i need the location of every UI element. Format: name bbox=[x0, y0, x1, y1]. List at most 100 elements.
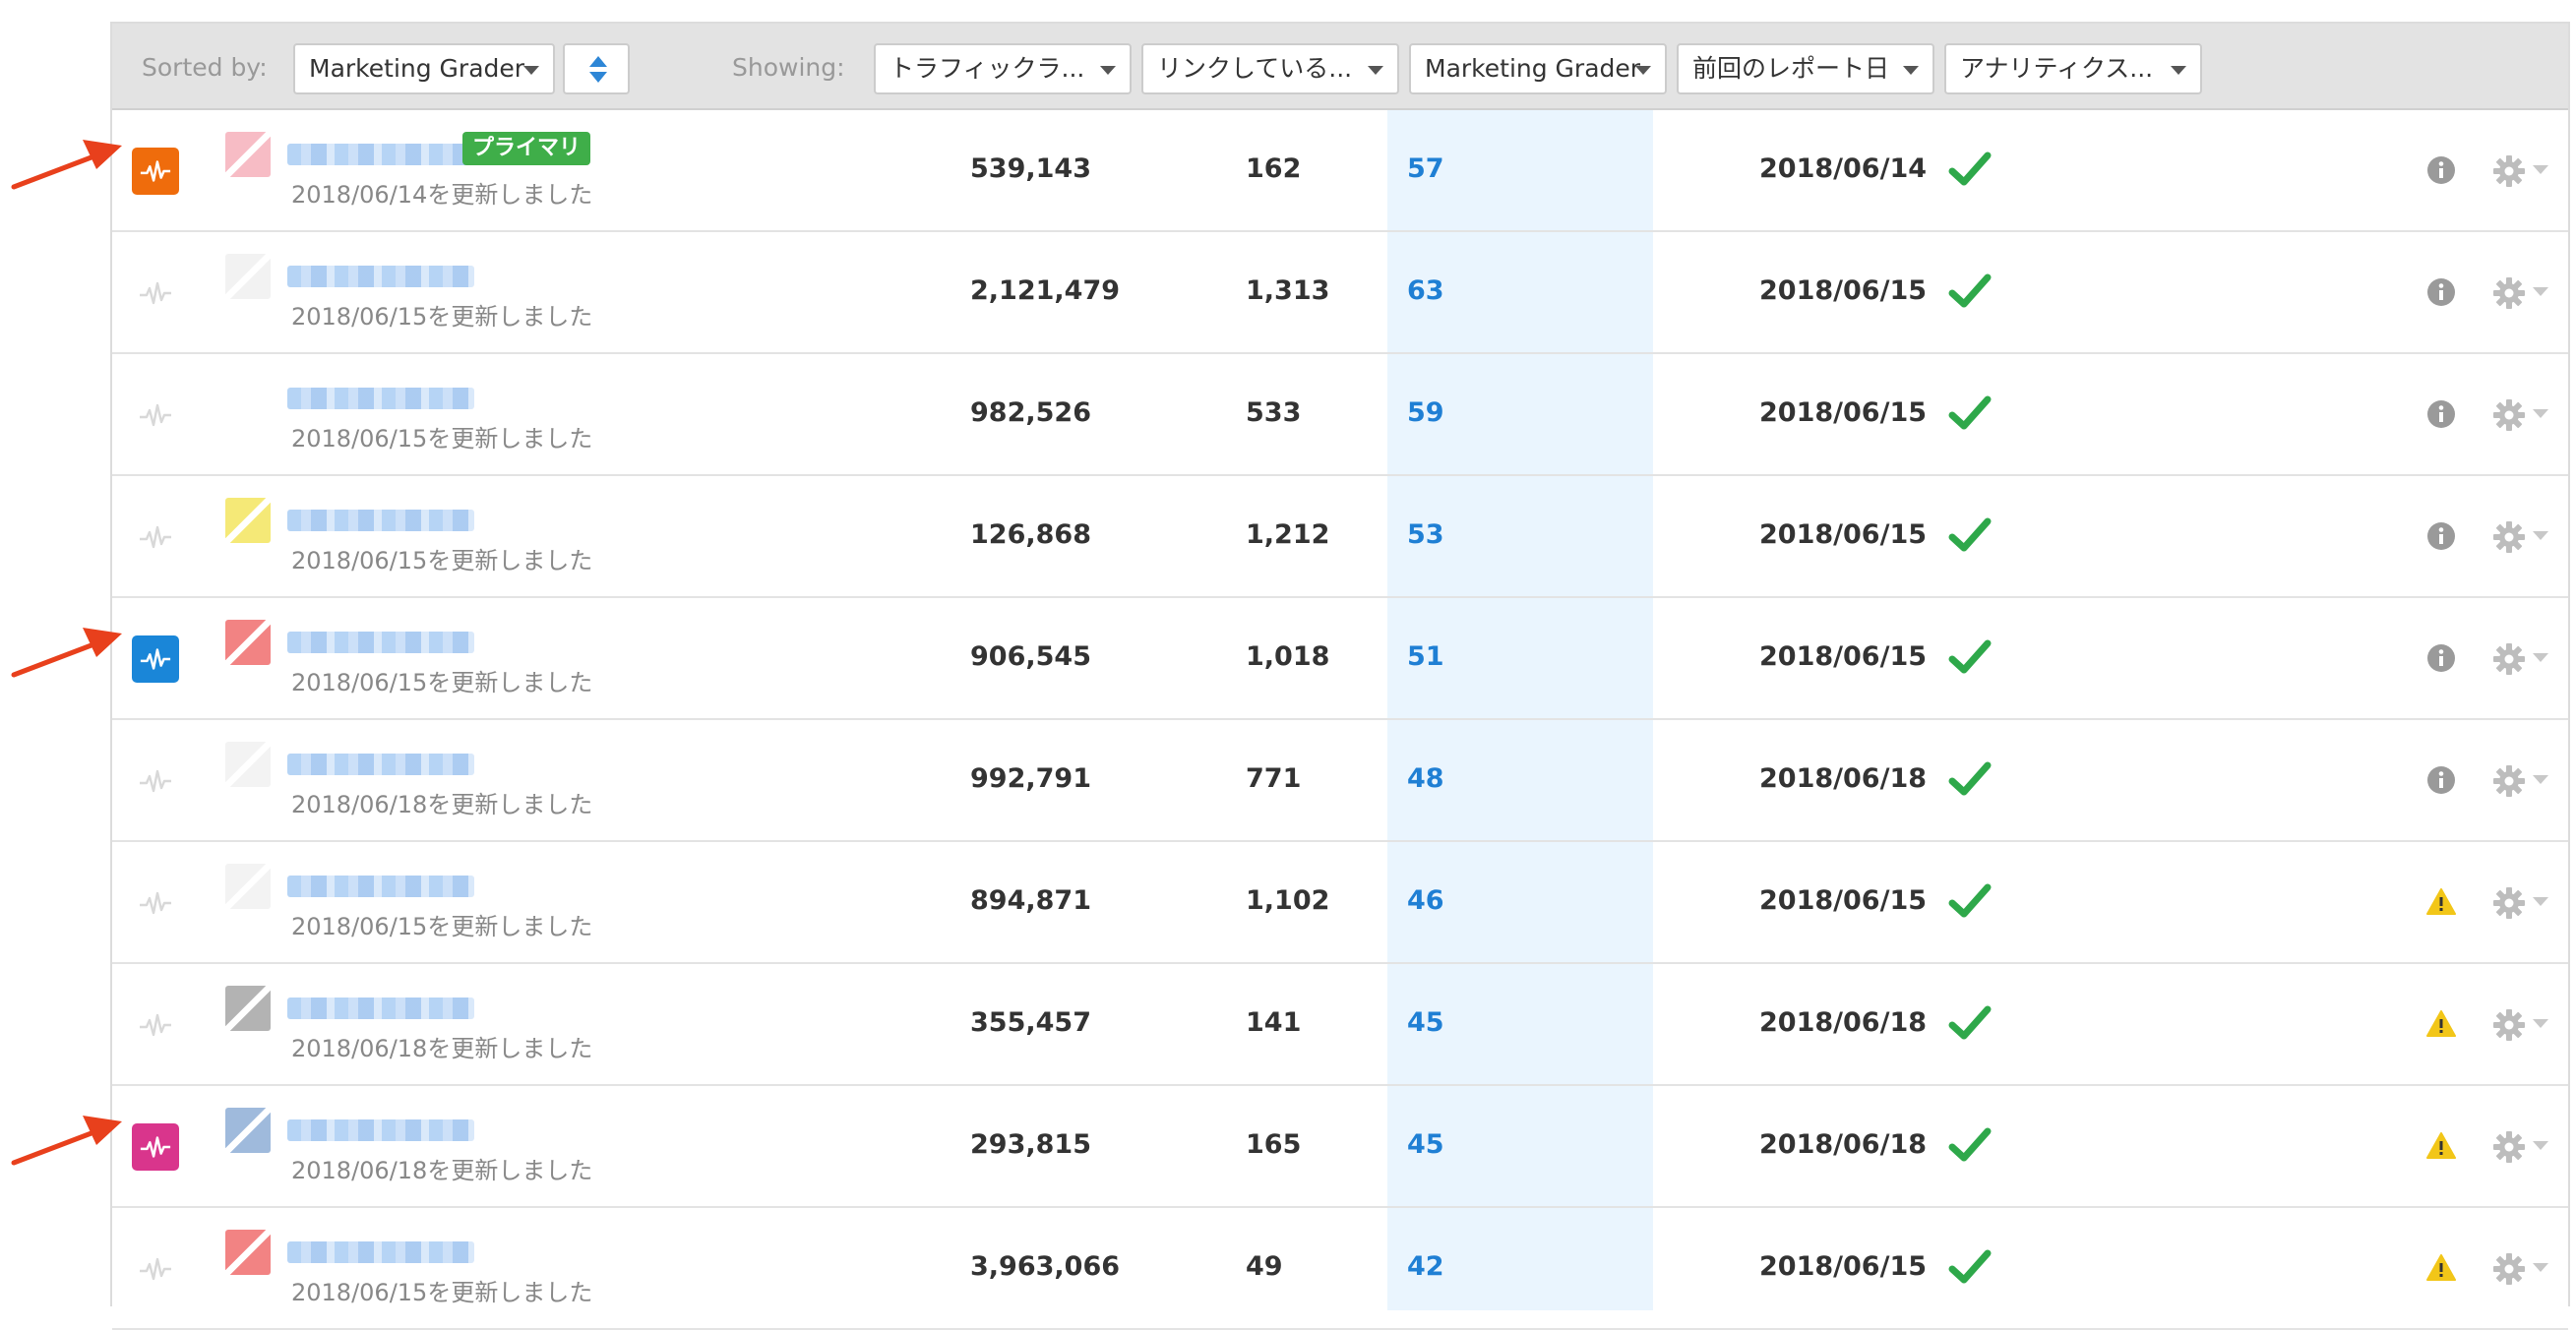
pulse-icon[interactable] bbox=[138, 765, 173, 797]
links-value: 1,102 bbox=[1246, 885, 1330, 916]
traffic-value: 894,871 bbox=[970, 885, 1091, 916]
info-icon[interactable] bbox=[2426, 155, 2456, 185]
grader-score-link[interactable]: 48 bbox=[1407, 763, 1444, 794]
chevron-down-icon[interactable] bbox=[2533, 897, 2548, 906]
report-date-value: 2018/06/15 bbox=[1759, 397, 1928, 428]
pulse-icon[interactable] bbox=[138, 887, 173, 919]
site-name-link[interactable] bbox=[287, 1241, 474, 1263]
gear-icon[interactable] bbox=[2493, 277, 2525, 309]
grader-score-link[interactable]: 51 bbox=[1407, 641, 1444, 672]
grader-score-link[interactable]: 57 bbox=[1407, 153, 1444, 184]
table-row[interactable]: プライマリ 2018/06/14を更新しました 539,143 162 57 2018/0… bbox=[112, 110, 2568, 232]
grader-score-link[interactable]: 42 bbox=[1407, 1251, 1444, 1282]
grader-score-link[interactable]: 59 bbox=[1407, 397, 1444, 428]
column-select-analytics[interactable]: アナリティクス... bbox=[1944, 43, 2202, 94]
gear-icon[interactable] bbox=[2493, 1009, 2525, 1041]
column-select-traffic[interactable]: トラフィックラ... bbox=[874, 43, 1132, 94]
pulse-icon[interactable] bbox=[138, 1009, 173, 1041]
table-row[interactable]: 2018/06/18を更新しました 293,815 165 45 2018/06/18 bbox=[112, 1086, 2568, 1208]
check-icon bbox=[1948, 1249, 1992, 1284]
site-favicon bbox=[225, 742, 271, 787]
table-row[interactable]: 2018/06/15を更新しました 126,868 1,212 53 2018/06/1… bbox=[112, 476, 2568, 598]
sort-down-icon bbox=[589, 72, 607, 83]
table-row[interactable]: 2018/06/15を更新しました 982,526 533 59 2018/06/15 bbox=[112, 354, 2568, 476]
updated-text: 2018/06/18を更新しました bbox=[291, 1157, 593, 1184]
grader-score-link[interactable]: 46 bbox=[1407, 885, 1444, 916]
chevron-down-icon[interactable] bbox=[2533, 409, 2548, 418]
check-icon bbox=[1948, 639, 1992, 674]
check-icon bbox=[1948, 395, 1992, 430]
pulse-icon[interactable] bbox=[138, 521, 173, 553]
site-name-link[interactable] bbox=[287, 1119, 474, 1141]
site-name-link[interactable] bbox=[287, 388, 474, 409]
grader-score-link[interactable]: 53 bbox=[1407, 519, 1444, 550]
warning-icon[interactable] bbox=[2426, 1131, 2456, 1161]
sort-select-value: Marketing Grader bbox=[309, 54, 525, 83]
column-select-report-date[interactable]: 前回のレポート日 bbox=[1677, 43, 1934, 94]
table-row[interactable]: 2018/06/15を更新しました 2,121,479 1,313 63 2018/06… bbox=[112, 232, 2568, 354]
traffic-value: 3,963,066 bbox=[970, 1251, 1121, 1282]
site-name-link[interactable] bbox=[287, 632, 474, 653]
chevron-down-icon[interactable] bbox=[2533, 1019, 2548, 1028]
site-name-link[interactable] bbox=[287, 998, 474, 1019]
site-favicon bbox=[225, 132, 271, 177]
sort-up-icon bbox=[589, 56, 607, 67]
column-select-grader[interactable]: Marketing Grader bbox=[1409, 43, 1667, 94]
updated-text: 2018/06/14を更新しました bbox=[291, 181, 593, 209]
info-icon[interactable] bbox=[2426, 765, 2456, 795]
site-name-link[interactable] bbox=[287, 510, 474, 531]
gear-icon[interactable] bbox=[2493, 1131, 2525, 1163]
chevron-down-icon[interactable] bbox=[2533, 531, 2548, 540]
updated-text: 2018/06/18を更新しました bbox=[291, 1035, 593, 1062]
warning-icon[interactable] bbox=[2426, 887, 2456, 917]
gear-icon[interactable] bbox=[2493, 1253, 2525, 1285]
gear-icon[interactable] bbox=[2493, 887, 2525, 919]
info-icon[interactable] bbox=[2426, 643, 2456, 673]
check-icon bbox=[1948, 1005, 1992, 1040]
chevron-down-icon[interactable] bbox=[2533, 287, 2548, 296]
table-row[interactable]: 2018/06/15を更新しました 906,545 1,018 51 2018/06/1… bbox=[112, 598, 2568, 720]
table-row[interactable]: 2018/06/15を更新しました 3,963,066 49 42 2018/06/15 bbox=[112, 1208, 2568, 1330]
check-icon bbox=[1948, 883, 1992, 918]
chevron-down-icon[interactable] bbox=[2533, 653, 2548, 662]
info-icon[interactable] bbox=[2426, 277, 2456, 307]
grader-score-link[interactable]: 45 bbox=[1407, 1007, 1444, 1038]
info-icon[interactable] bbox=[2426, 521, 2456, 551]
pulse-badge-icon[interactable] bbox=[132, 635, 179, 683]
site-name-link[interactable] bbox=[287, 754, 474, 775]
links-value: 49 bbox=[1246, 1251, 1283, 1282]
report-date-value: 2018/06/15 bbox=[1759, 1251, 1928, 1282]
sort-select[interactable]: Marketing Grader bbox=[293, 43, 555, 94]
table-row[interactable]: 2018/06/18を更新しました 992,791 771 48 2018/06/18 bbox=[112, 720, 2568, 842]
gear-icon[interactable] bbox=[2493, 643, 2525, 675]
warning-icon[interactable] bbox=[2426, 1009, 2456, 1039]
report-date-value: 2018/06/15 bbox=[1759, 519, 1928, 550]
info-icon[interactable] bbox=[2426, 399, 2456, 429]
pulse-icon[interactable] bbox=[138, 277, 173, 309]
site-favicon bbox=[225, 986, 271, 1031]
gear-icon[interactable] bbox=[2493, 155, 2525, 187]
pulse-badge-icon[interactable] bbox=[132, 1123, 179, 1171]
updated-text: 2018/06/15を更新しました bbox=[291, 547, 593, 574]
chevron-down-icon[interactable] bbox=[2533, 165, 2548, 174]
pulse-badge-icon[interactable] bbox=[132, 148, 179, 195]
grader-score-link[interactable]: 63 bbox=[1407, 275, 1444, 306]
sort-order-toggle[interactable] bbox=[563, 43, 630, 94]
report-date-value: 2018/06/15 bbox=[1759, 885, 1928, 916]
warning-icon[interactable] bbox=[2426, 1253, 2456, 1283]
column-select-links[interactable]: リンクしている... bbox=[1141, 43, 1399, 94]
gear-icon[interactable] bbox=[2493, 399, 2525, 431]
table-row[interactable]: 2018/06/18を更新しました 355,457 141 45 2018/06/18 bbox=[112, 964, 2568, 1086]
pulse-icon[interactable] bbox=[138, 1253, 173, 1285]
gear-icon[interactable] bbox=[2493, 765, 2525, 797]
site-name-link[interactable] bbox=[287, 144, 474, 165]
grader-score-link[interactable]: 45 bbox=[1407, 1129, 1444, 1160]
chevron-down-icon[interactable] bbox=[2533, 1141, 2548, 1150]
table-row[interactable]: 2018/06/15を更新しました 894,871 1,102 46 2018/06/1… bbox=[112, 842, 2568, 964]
gear-icon[interactable] bbox=[2493, 521, 2525, 553]
pulse-icon[interactable] bbox=[138, 399, 173, 431]
site-name-link[interactable] bbox=[287, 266, 474, 287]
chevron-down-icon[interactable] bbox=[2533, 1263, 2548, 1272]
chevron-down-icon[interactable] bbox=[2533, 775, 2548, 784]
site-name-link[interactable] bbox=[287, 876, 474, 897]
